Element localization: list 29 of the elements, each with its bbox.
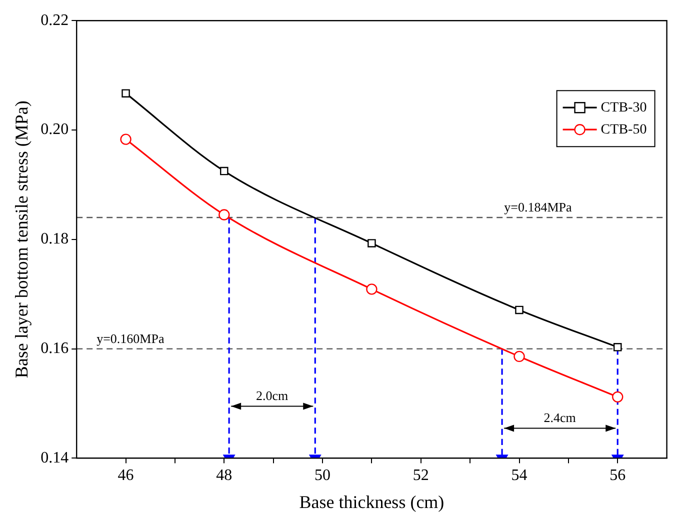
y-tick-label: 0.18 xyxy=(40,230,69,248)
y-tick-label: 0.20 xyxy=(40,121,69,138)
x-tick-label: 48 xyxy=(216,467,232,484)
ref-line-label: y=0.160MPa xyxy=(96,330,164,346)
point xyxy=(368,239,376,248)
y-tick-label: 0.16 xyxy=(40,340,69,358)
x-tick-label: 56 xyxy=(610,467,626,484)
point xyxy=(220,166,228,176)
y-axis-title: Base layer bottom tensile stress (MPa) xyxy=(12,100,32,378)
point xyxy=(515,306,524,314)
y-tick-label: 0.22 xyxy=(40,12,69,29)
x-tick-label: 50 xyxy=(314,467,331,484)
x-axis-title: Base thickness (cm) xyxy=(299,492,444,512)
annotation: 2.4cm xyxy=(544,410,576,426)
point xyxy=(218,209,230,220)
point xyxy=(612,391,624,403)
legend-label: CTB-50 xyxy=(600,122,647,138)
annotation: 2.0cm xyxy=(256,388,288,404)
point xyxy=(514,350,525,362)
x-tick-label: 52 xyxy=(412,467,429,484)
y-tick-label: 0.14 xyxy=(40,449,69,466)
point xyxy=(120,134,132,145)
ref-line-label: y=0.184MPa xyxy=(504,200,572,215)
x-tick-label: 54 xyxy=(511,467,528,484)
point xyxy=(122,89,130,98)
point xyxy=(613,343,622,352)
x-tick-label: 46 xyxy=(118,467,134,484)
point xyxy=(366,284,378,295)
legend-label: CTB-30 xyxy=(600,100,647,116)
